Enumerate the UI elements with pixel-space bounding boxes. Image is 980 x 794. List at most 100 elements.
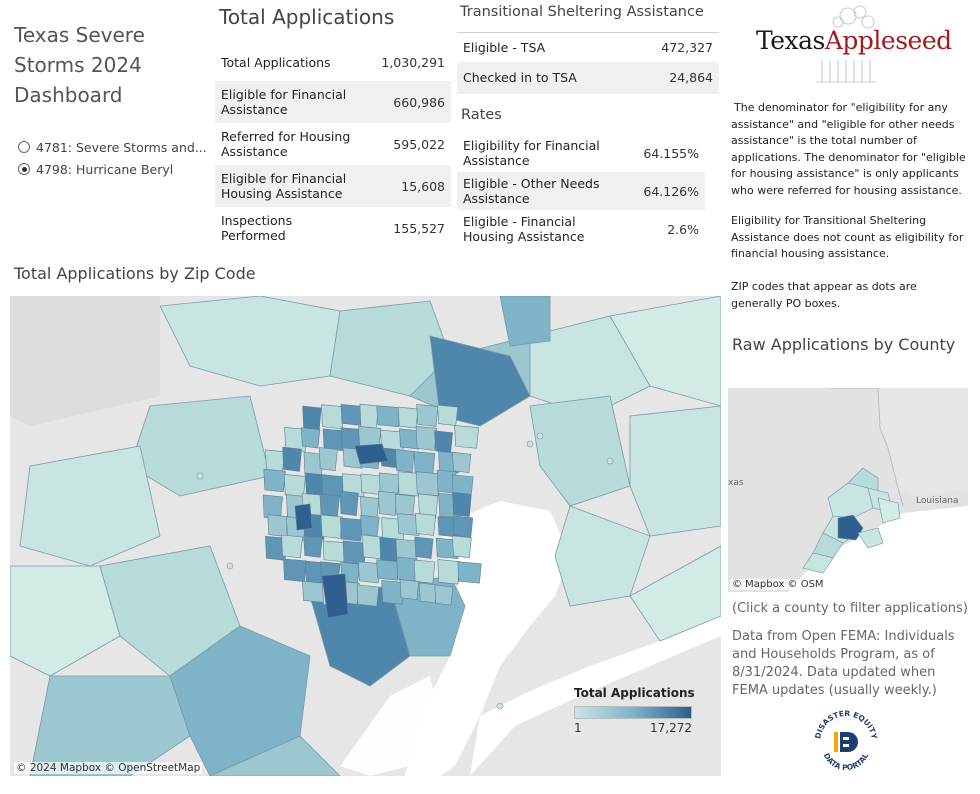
zip-region[interactable]	[29, 675, 191, 776]
zip-region[interactable]	[454, 425, 479, 449]
zip-region[interactable]	[429, 335, 531, 427]
zip-region[interactable]	[609, 296, 721, 407]
po-box-dot[interactable]	[536, 432, 544, 440]
zip-region[interactable]	[10, 296, 160, 426]
zip-region[interactable]	[414, 536, 434, 559]
zip-region[interactable]	[452, 451, 472, 474]
zip-region[interactable]	[358, 561, 381, 584]
zip-region[interactable]	[452, 491, 472, 517]
zip-region[interactable]	[283, 558, 307, 582]
zip-region[interactable]	[267, 514, 289, 537]
radio-button-unselected[interactable]	[18, 141, 30, 153]
row-value: 2.6%	[667, 221, 699, 237]
zip-region[interactable]	[394, 493, 416, 517]
zip-region[interactable]	[339, 490, 359, 516]
disaster-option-4781[interactable]: 4781: Severe Storms and...	[18, 136, 207, 158]
zip-code-map[interactable]: © 2024 Mapbox © OpenStreetMap	[10, 296, 721, 776]
zip-region[interactable]	[302, 580, 326, 603]
zip-region[interactable]	[318, 447, 338, 472]
zip-region[interactable]	[263, 468, 286, 493]
zip-region[interactable]	[303, 535, 323, 558]
zip-region[interactable]	[381, 580, 405, 605]
zip-region[interactable]	[415, 471, 441, 497]
zip-region[interactable]	[19, 445, 161, 567]
radio-button-selected[interactable]	[18, 163, 30, 175]
table-row: Eligibility for Financial Assistance 64.…	[457, 134, 705, 172]
zip-region[interactable]	[362, 534, 383, 560]
zip-region[interactable]	[10, 565, 121, 677]
po-box-dot[interactable]	[226, 562, 234, 570]
row-value: 155,527	[393, 220, 445, 236]
zip-region[interactable]	[129, 395, 271, 497]
zip-region[interactable]	[499, 296, 551, 347]
zip-region[interactable]	[209, 735, 341, 776]
zip-region[interactable]	[320, 514, 343, 539]
zip-region[interactable]	[159, 296, 341, 387]
zip-region[interactable]	[413, 559, 436, 584]
po-box-dot[interactable]	[526, 440, 534, 448]
zip-region[interactable]	[437, 559, 461, 585]
zip-region-high[interactable]	[354, 443, 389, 465]
zip-region[interactable]	[399, 579, 420, 600]
zip-region[interactable]	[529, 315, 651, 417]
zip-region[interactable]	[281, 534, 303, 559]
zip-region[interactable]	[319, 493, 340, 517]
zip-region[interactable]	[301, 427, 321, 449]
row-value: 24,864	[630, 61, 719, 94]
zip-region[interactable]	[359, 403, 379, 431]
zip-region[interactable]	[340, 517, 364, 542]
zip-region[interactable]	[418, 582, 438, 604]
zip-region[interactable]	[321, 404, 345, 429]
county-region[interactable]	[802, 552, 834, 574]
zip-region[interactable]	[529, 395, 631, 507]
zip-region[interactable]	[397, 406, 419, 429]
tsa-note: Eligibility for Transitional Sheltering …	[731, 214, 964, 260]
row-label: Eligible for Financial Assistance	[215, 81, 365, 123]
zip-region[interactable]	[376, 405, 401, 428]
zip-region[interactable]	[554, 505, 651, 607]
zip-region[interactable]	[437, 404, 459, 426]
zip-region[interactable]	[360, 514, 380, 537]
zip-region[interactable]	[629, 545, 721, 642]
zip-region[interactable]	[376, 559, 400, 581]
county-region[interactable]	[857, 527, 884, 549]
table-row: Checked in to TSA 24,864	[457, 61, 719, 94]
zip-region[interactable]	[302, 405, 322, 432]
po-box-dot[interactable]	[606, 457, 614, 465]
zip-region[interactable]	[451, 474, 474, 496]
county-choropleth[interactable]: xas Louisiana	[728, 388, 968, 592]
zip-region[interactable]	[629, 405, 721, 537]
county-map[interactable]: xas Louisiana © Mapbox © OSM	[728, 388, 968, 592]
portal-text-bottom: DATA PORTAL	[822, 751, 871, 772]
zip-region[interactable]	[457, 561, 482, 584]
zip-region[interactable]	[378, 490, 398, 516]
zip-region[interactable]	[452, 515, 474, 538]
zip-region[interactable]	[322, 540, 347, 563]
zip-region[interactable]	[282, 446, 302, 472]
table-row: Eligible - Other Needs Assistance 64.126…	[457, 172, 705, 210]
disaster-option-label: 4798: Hurricane Beryl	[36, 161, 174, 177]
zip-region[interactable]	[356, 584, 380, 607]
zip-region[interactable]	[399, 428, 422, 450]
zip-region[interactable]	[340, 404, 364, 426]
zip-region[interactable]	[415, 512, 436, 536]
zip-region[interactable]	[397, 513, 422, 536]
zip-region[interactable]	[416, 404, 439, 427]
po-box-dot[interactable]	[496, 702, 504, 710]
zip-region[interactable]	[452, 535, 472, 559]
zip-map-credit: © 2024 Mapbox © OpenStreetMap	[14, 762, 203, 774]
disaster-option-4798[interactable]: 4798: Hurricane Beryl	[18, 158, 207, 180]
zip-region[interactable]	[434, 430, 453, 454]
zip-region[interactable]	[415, 425, 437, 451]
county-region[interactable]	[877, 497, 901, 524]
zip-region-high[interactable]	[294, 503, 313, 531]
county-map-label-louisiana: Louisiana	[916, 496, 959, 506]
row-label: Checked in to TSA	[457, 61, 631, 94]
po-box-dot[interactable]	[196, 472, 204, 480]
zip-choropleth[interactable]	[10, 296, 721, 776]
zip-region-high[interactable]	[321, 573, 349, 619]
zip-region[interactable]	[395, 449, 415, 473]
zip-region[interactable]	[434, 584, 454, 606]
click-hint: (Click a county to filter applications)	[732, 601, 968, 616]
zip-region[interactable]	[418, 493, 439, 519]
